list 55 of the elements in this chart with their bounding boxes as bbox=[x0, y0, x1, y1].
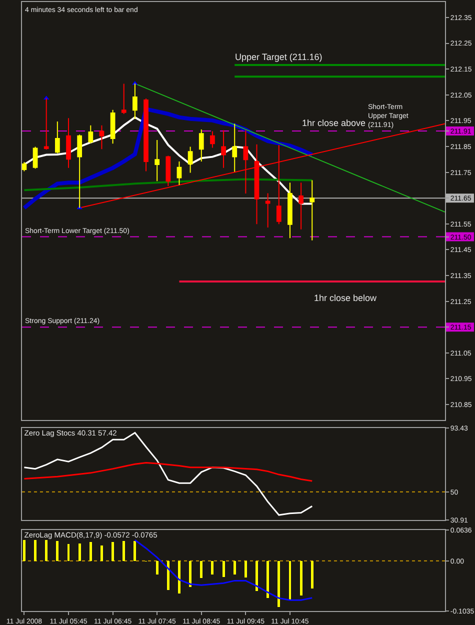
candlestick bbox=[288, 182, 292, 239]
bar bbox=[112, 542, 114, 561]
bar bbox=[244, 560, 247, 578]
bar bbox=[233, 560, 236, 574]
bar bbox=[100, 545, 103, 561]
line-series bbox=[23, 432, 313, 516]
bar bbox=[266, 560, 270, 598]
line-series bbox=[134, 539, 313, 601]
candlestick bbox=[198, 128, 204, 162]
candlestick bbox=[88, 124, 94, 144]
candlestick bbox=[188, 146, 193, 174]
bar bbox=[134, 540, 136, 561]
bar bbox=[56, 540, 59, 561]
bar bbox=[178, 560, 180, 594]
line-series bbox=[23, 462, 313, 482]
bar bbox=[200, 560, 203, 578]
candlestick bbox=[121, 83, 126, 114]
bar bbox=[34, 540, 37, 561]
candlestick bbox=[110, 109, 116, 144]
candlestick bbox=[210, 130, 215, 148]
candlestick bbox=[99, 124, 104, 150]
annotation: Upper Target (211.16) bbox=[235, 52, 322, 62]
candlestick bbox=[55, 120, 60, 154]
bar bbox=[278, 560, 280, 607]
bar bbox=[211, 560, 214, 574]
candlestick bbox=[265, 192, 270, 228]
bar bbox=[300, 560, 302, 596]
bar bbox=[166, 560, 170, 590]
candlestick bbox=[66, 118, 71, 168]
candlestick bbox=[144, 98, 148, 172]
candlestick bbox=[44, 98, 49, 150]
candlestick bbox=[310, 180, 315, 241]
bar bbox=[310, 560, 314, 589]
candlestick bbox=[22, 161, 27, 172]
candlestick bbox=[154, 140, 160, 182]
bar bbox=[156, 560, 158, 574]
bar bbox=[78, 543, 81, 561]
candlestick bbox=[232, 123, 238, 172]
bar bbox=[23, 540, 26, 561]
bar bbox=[89, 542, 92, 561]
bar bbox=[222, 560, 225, 577]
candlestick bbox=[298, 182, 304, 230]
bar bbox=[189, 560, 192, 588]
candlestick bbox=[166, 155, 171, 186]
candlestick bbox=[132, 83, 138, 120]
candlestick bbox=[176, 160, 182, 186]
candlestick bbox=[243, 130, 248, 194]
bar bbox=[45, 540, 48, 561]
bar bbox=[256, 560, 258, 591]
annotation: 1hr close above bbox=[302, 118, 366, 128]
candlestick bbox=[221, 130, 226, 168]
bar bbox=[122, 540, 126, 561]
candlestick bbox=[32, 146, 38, 170]
line-series bbox=[23, 178, 314, 192]
annotation: 1hr close below bbox=[314, 293, 378, 303]
